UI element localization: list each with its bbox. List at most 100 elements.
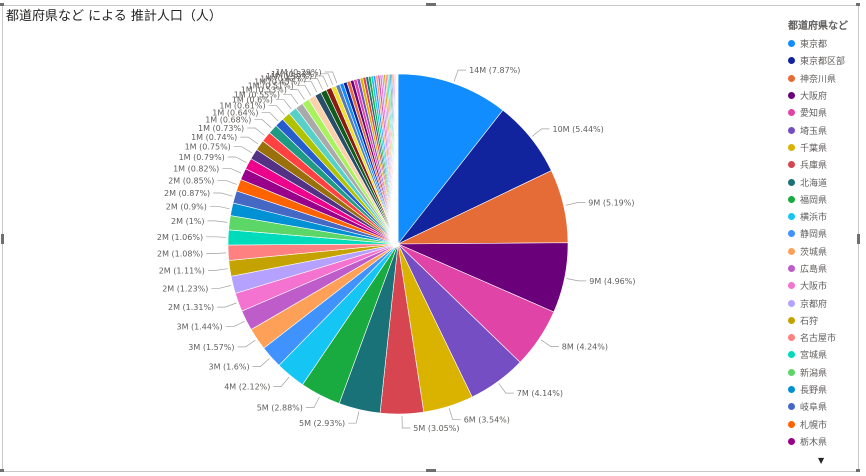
resize-handle-bottom[interactable]: [426, 469, 436, 472]
legend-marker-icon: [788, 265, 795, 272]
data-label: 1M (0.55%): [234, 90, 280, 99]
leader-line: [401, 415, 411, 429]
legend-item[interactable]: 新潟県: [788, 364, 858, 381]
leader-line: [540, 339, 559, 347]
legend-marker-icon: [788, 74, 795, 82]
leader-line: [240, 136, 259, 145]
legend-item[interactable]: 広島県: [788, 260, 858, 277]
legend-item[interactable]: 静岡県: [788, 225, 858, 242]
data-label: 1M (0.68%): [205, 116, 251, 125]
legend-item[interactable]: 北海道: [788, 173, 858, 190]
data-label: 1M (0.82%): [173, 164, 219, 173]
legend-marker-icon: [788, 420, 795, 428]
legend[interactable]: 都道府県など 東京都 東京都区部 神奈川県 大阪府愛知県埼玉県千葉県兵庫県北海道福岡県…: [788, 20, 858, 450]
legend-marker-icon: [788, 143, 795, 151]
legend-item[interactable]: 大阪市: [788, 277, 858, 294]
legend-item[interactable]: 京都府: [788, 294, 858, 311]
legend-scroll-down-icon[interactable]: ▼: [818, 456, 825, 465]
legend-marker-icon: [788, 230, 795, 238]
data-label: 1M (0.6%): [232, 96, 273, 105]
legend-marker-icon: [788, 247, 795, 255]
leader-line: [227, 156, 247, 164]
leader-line: [211, 285, 232, 289]
legend-label: 宮城県: [800, 351, 828, 362]
legend-label: 石狩: [800, 316, 819, 327]
leader-line: [348, 411, 360, 424]
legend-marker-icon: [788, 178, 795, 186]
legend-item[interactable]: 宮城県: [788, 346, 858, 363]
legend-marker-icon: [788, 195, 795, 203]
leader-line: [309, 78, 323, 90]
legend-item[interactable]: 岐阜県: [788, 398, 858, 415]
data-label: 1M (0.33%): [271, 70, 317, 79]
data-label: 6M (3.54%): [464, 416, 510, 425]
legend-item[interactable]: 千葉県: [788, 139, 858, 156]
resize-handle-right[interactable]: [857, 234, 860, 244]
leader-line: [225, 320, 245, 328]
legend-item[interactable]: 神奈川県: [788, 70, 858, 87]
legend-marker-icon: [788, 316, 795, 324]
data-label: 1M (0.53%): [241, 86, 287, 95]
legend-label: 北海道: [800, 178, 828, 189]
legend-item[interactable]: 大阪府: [788, 87, 858, 104]
leader-line: [315, 75, 329, 88]
corner-handle-bottom-right[interactable]: [856, 469, 860, 472]
legend-label: 兵庫県: [800, 161, 828, 172]
corner-handle-top-left[interactable]: [0, 3, 4, 6]
leader-line: [217, 302, 237, 308]
pie-chart[interactable]: 14M (7.87%) 10M (5.44%) 9M (5.19%) 9M (4.96…: [0, 0, 780, 476]
legend-label: 愛知県: [800, 109, 828, 120]
legend-item[interactable]: 栃木県: [788, 433, 858, 450]
leader-line: [207, 268, 228, 271]
legend-item[interactable]: 埼玉県: [788, 121, 858, 138]
data-label: 1M (0.45%): [254, 78, 300, 87]
pie-slice[interactable]: [397, 73, 504, 245]
legend-item[interactable]: 長野県: [788, 381, 858, 398]
legend-label: 岐阜県: [800, 403, 828, 414]
legend-marker-icon: [788, 386, 795, 394]
legend-label: 大阪市: [800, 282, 828, 293]
legend-marker-icon: [788, 368, 795, 376]
legend-marker-icon: [788, 282, 795, 290]
corner-handle-top-right[interactable]: [856, 3, 860, 6]
leader-line: [303, 81, 318, 93]
leader-line: [275, 99, 292, 110]
data-label: 5M (2.88%): [257, 404, 303, 413]
resize-handle-left[interactable]: [1, 234, 4, 244]
legend-item[interactable]: 札幌市: [788, 416, 858, 433]
leader-line: [213, 192, 233, 197]
legend-item[interactable]: 石狩: [788, 312, 858, 329]
legend-item[interactable]: 名古屋市: [788, 329, 858, 346]
leader-line: [448, 408, 461, 421]
legend-label: 茨城県: [800, 247, 828, 258]
legend-item[interactable]: 兵庫県: [788, 156, 858, 173]
corner-handle-bottom-left[interactable]: [0, 469, 4, 472]
leader-line: [453, 69, 467, 82]
data-label: 5M (3.05%): [413, 424, 459, 433]
legend-item[interactable]: 福岡県: [788, 191, 858, 208]
leader-line: [296, 84, 312, 96]
legend-label: 埼玉県: [800, 126, 828, 137]
legend-item[interactable]: 横浜市: [788, 208, 858, 225]
data-label: 4M (2.12%): [224, 382, 270, 391]
legend-items: 東京都 東京都区部 神奈川県 大阪府愛知県埼玉県千葉県兵庫県北海道福岡県横浜市静岡県茨…: [788, 35, 858, 450]
legend-item[interactable]: 東京都区部: [788, 52, 858, 69]
legend-title: 都道府県など: [788, 21, 848, 32]
leader-line: [320, 73, 334, 86]
data-label: 2M (1.06%): [157, 233, 203, 242]
legend-item[interactable]: 茨城県: [788, 243, 858, 260]
legend-item[interactable]: 愛知県: [788, 104, 858, 121]
data-label: 8M (4.24%): [562, 343, 608, 352]
legend-item[interactable]: 東京都: [788, 35, 858, 52]
resize-handle-top[interactable]: [426, 3, 436, 6]
legend-marker-icon: [788, 109, 795, 117]
leader-line: [305, 396, 320, 408]
legend-label: 静岡県: [800, 230, 828, 241]
legend-label: 横浜市: [800, 213, 828, 224]
data-label: 14M (7.87%): [469, 66, 520, 75]
legend-label: 札幌市: [800, 420, 828, 431]
data-label: 7M (4.14%): [517, 389, 563, 398]
leader-line: [209, 205, 230, 210]
data-label: 3M (1.6%): [208, 362, 249, 371]
data-label: 3M (1.57%): [188, 343, 234, 352]
